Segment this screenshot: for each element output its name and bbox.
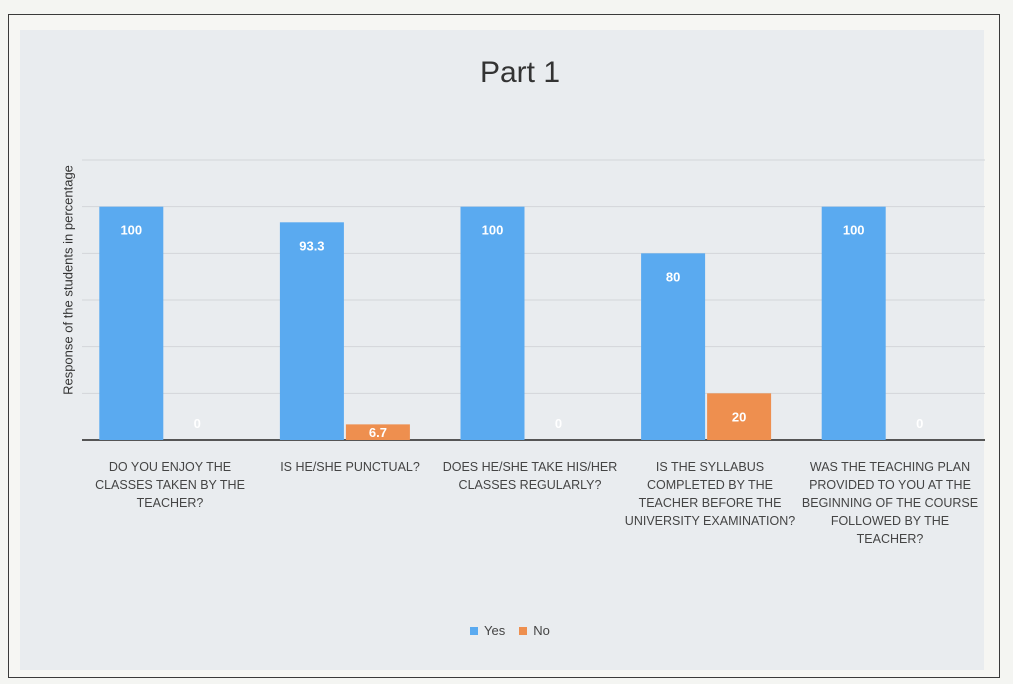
data-label-no: 0: [916, 416, 923, 431]
data-label-yes: 80: [666, 269, 680, 284]
legend-label-yes: Yes: [484, 623, 506, 638]
legend-item-no: No: [519, 623, 550, 638]
category-label-5: WAS THE TEACHING PLAN PROVIDED TO YOU AT…: [801, 460, 979, 546]
category-label-4: IS THE SYLLABUS COMPLETED BY THE TEACHER…: [624, 460, 796, 528]
legend-swatch-yes: [470, 626, 478, 635]
data-label-yes: 93.3: [299, 238, 324, 253]
bar-yes: [99, 206, 164, 440]
bar-yes: [460, 206, 525, 440]
data-label-no: 20: [732, 409, 746, 424]
bar-no: [707, 393, 772, 440]
chart-title: Part 1: [479, 56, 561, 89]
bar-yes: [641, 253, 706, 440]
bar-yes: [279, 222, 344, 440]
data-label-yes: 100: [120, 223, 142, 238]
data-label-no: 0: [194, 416, 201, 431]
legend-swatch-no: [519, 626, 528, 635]
category-label-3: DOES HE/SHE TAKE HIS/HER CLASSES REGULAR…: [442, 460, 618, 492]
legend: Yes No: [470, 623, 550, 638]
legend-item-yes: Yes: [470, 623, 505, 638]
data-label-no: 6.7: [369, 425, 387, 440]
data-label-no: 0: [555, 416, 562, 431]
category-label-2: IS HE/SHE PUNCTUAL?: [280, 460, 420, 474]
bar-no: [345, 424, 410, 440]
data-label-yes: 100: [482, 223, 504, 238]
legend-label-no: No: [533, 623, 550, 638]
data-label-yes: 100: [843, 223, 865, 238]
category-label-1: DO YOU ENJOY THE CLASSES TAKEN BY THE TE…: [95, 460, 245, 510]
bar-yes: [821, 206, 886, 440]
